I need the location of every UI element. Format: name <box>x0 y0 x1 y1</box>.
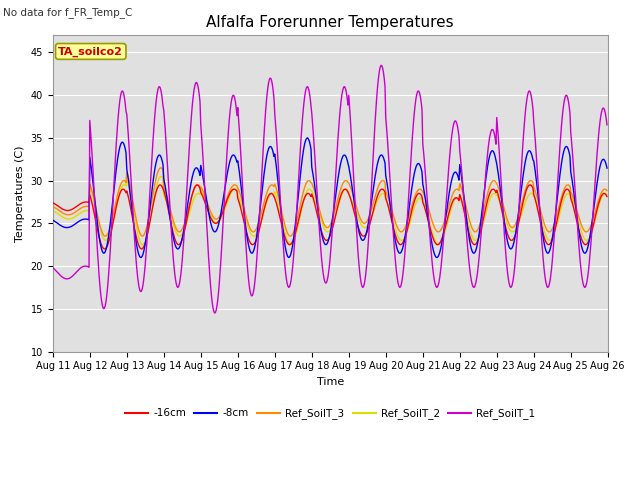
Title: Alfalfa Forerunner Temperatures: Alfalfa Forerunner Temperatures <box>207 15 454 30</box>
Y-axis label: Temperatures (C): Temperatures (C) <box>15 145 25 241</box>
X-axis label: Time: Time <box>317 377 344 387</box>
Text: No data for f_FR_Temp_C: No data for f_FR_Temp_C <box>3 7 132 18</box>
Text: TA_soilco2: TA_soilco2 <box>58 46 124 57</box>
Legend: -16cm, -8cm, Ref_SoilT_3, Ref_SoilT_2, Ref_SoilT_1: -16cm, -8cm, Ref_SoilT_3, Ref_SoilT_2, R… <box>121 404 540 423</box>
